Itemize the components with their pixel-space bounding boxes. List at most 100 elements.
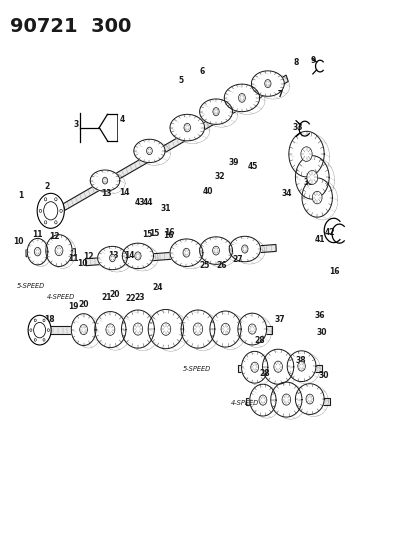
Text: 14: 14: [124, 252, 135, 261]
Text: 44: 44: [142, 198, 153, 207]
Circle shape: [34, 247, 41, 256]
Text: 40: 40: [202, 187, 213, 196]
Polygon shape: [237, 365, 321, 372]
Circle shape: [44, 198, 47, 201]
Polygon shape: [71, 314, 96, 345]
Text: 37: 37: [274, 315, 285, 324]
Text: 43: 43: [134, 198, 145, 207]
Text: 4-SPEED: 4-SPEED: [230, 400, 259, 406]
Polygon shape: [295, 156, 328, 199]
Text: 5-SPEED: 5-SPEED: [182, 366, 210, 372]
Circle shape: [264, 79, 271, 87]
Text: 12: 12: [49, 232, 59, 241]
Circle shape: [55, 198, 57, 201]
Text: 10: 10: [77, 260, 88, 268]
Text: 38: 38: [295, 357, 305, 366]
Text: 16: 16: [328, 268, 339, 276]
Circle shape: [60, 209, 62, 213]
Text: 23: 23: [133, 293, 144, 302]
Text: 34: 34: [281, 189, 292, 198]
Circle shape: [161, 323, 170, 335]
Circle shape: [241, 245, 247, 253]
Circle shape: [248, 324, 256, 334]
Circle shape: [281, 394, 290, 405]
Circle shape: [28, 316, 51, 345]
Polygon shape: [180, 310, 214, 348]
Text: 11: 11: [68, 254, 78, 263]
Polygon shape: [90, 170, 119, 191]
Text: 42: 42: [324, 228, 335, 237]
Polygon shape: [262, 349, 293, 384]
Polygon shape: [288, 131, 323, 177]
Circle shape: [37, 193, 64, 228]
Text: 7: 7: [277, 90, 282, 99]
Text: 30: 30: [318, 371, 328, 380]
Circle shape: [212, 246, 219, 255]
Circle shape: [55, 246, 63, 256]
Text: 1: 1: [19, 191, 24, 200]
Text: 5-SPEED: 5-SPEED: [17, 283, 45, 289]
Circle shape: [311, 191, 321, 204]
Circle shape: [102, 177, 107, 184]
Polygon shape: [133, 139, 165, 163]
Text: 20: 20: [78, 300, 89, 309]
Text: 21: 21: [101, 293, 111, 302]
Circle shape: [305, 394, 313, 404]
Polygon shape: [170, 114, 204, 141]
Text: 4: 4: [119, 115, 124, 124]
Text: 22: 22: [126, 294, 136, 303]
Polygon shape: [199, 99, 232, 124]
Text: 13: 13: [108, 252, 118, 261]
Text: 35: 35: [303, 178, 313, 187]
Text: 16: 16: [164, 228, 174, 237]
Polygon shape: [241, 351, 267, 383]
Text: 16: 16: [162, 231, 173, 240]
Text: 90721  300: 90721 300: [9, 17, 131, 36]
Polygon shape: [63, 75, 287, 210]
Polygon shape: [251, 71, 284, 96]
Polygon shape: [199, 237, 232, 264]
Circle shape: [33, 322, 45, 338]
Text: 45: 45: [305, 176, 316, 185]
Text: 4-SPEED: 4-SPEED: [47, 294, 75, 300]
Polygon shape: [301, 178, 332, 217]
Circle shape: [306, 171, 317, 184]
Polygon shape: [97, 246, 127, 270]
Text: 19: 19: [68, 302, 78, 311]
Text: 25: 25: [199, 261, 210, 270]
Circle shape: [30, 329, 32, 332]
Circle shape: [183, 123, 190, 132]
Polygon shape: [148, 310, 183, 349]
Text: 12: 12: [83, 253, 94, 262]
Text: 33: 33: [292, 123, 302, 132]
Polygon shape: [27, 238, 48, 265]
Polygon shape: [85, 245, 275, 265]
Text: 45: 45: [247, 163, 258, 171]
Polygon shape: [95, 312, 126, 348]
Polygon shape: [270, 382, 301, 417]
Text: 31: 31: [160, 204, 171, 213]
Circle shape: [34, 319, 36, 322]
Text: 39: 39: [228, 158, 238, 166]
Circle shape: [259, 395, 266, 405]
Circle shape: [106, 324, 114, 335]
Circle shape: [193, 323, 202, 335]
Text: 24: 24: [152, 283, 162, 292]
Circle shape: [238, 93, 245, 102]
Circle shape: [79, 325, 88, 335]
Text: 6: 6: [199, 67, 204, 76]
Text: 27: 27: [232, 255, 242, 264]
Circle shape: [134, 252, 141, 260]
Circle shape: [212, 108, 218, 116]
Text: 32: 32: [214, 172, 225, 181]
Polygon shape: [209, 311, 240, 347]
Circle shape: [44, 201, 58, 220]
Polygon shape: [246, 398, 329, 405]
Polygon shape: [170, 239, 202, 266]
Text: 17: 17: [29, 319, 40, 328]
Circle shape: [43, 319, 45, 322]
Text: 10: 10: [13, 237, 24, 246]
Text: 13: 13: [101, 189, 111, 198]
Text: 28: 28: [259, 369, 269, 378]
Circle shape: [43, 338, 45, 341]
